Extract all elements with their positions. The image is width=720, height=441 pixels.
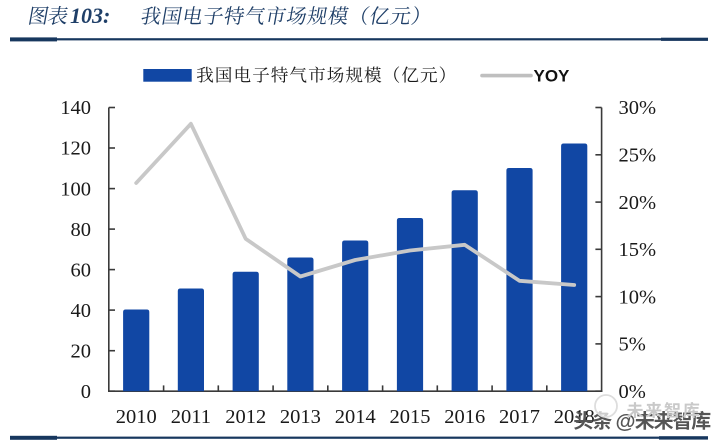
svg-text:2011: 2011 [171, 406, 211, 428]
svg-text:2012: 2012 [225, 406, 266, 428]
svg-text:60: 60 [71, 259, 92, 281]
svg-text:20%: 20% [619, 192, 657, 214]
svg-text:0: 0 [81, 381, 91, 403]
svg-text:2017: 2017 [499, 406, 540, 428]
svg-text:80: 80 [71, 219, 92, 241]
svg-text:30%: 30% [619, 97, 657, 119]
svg-text:140: 140 [60, 97, 91, 119]
svg-text:2013: 2013 [280, 406, 321, 428]
svg-text:20: 20 [71, 340, 92, 362]
svg-text:100: 100 [60, 178, 91, 200]
svg-text:0%: 0% [619, 381, 646, 403]
svg-text:2015: 2015 [390, 406, 431, 428]
svg-text:103:: 103: [70, 3, 110, 28]
svg-text:15%: 15% [619, 239, 657, 261]
svg-text:YOY: YOY [534, 67, 571, 86]
svg-text:2018: 2018 [554, 406, 595, 428]
svg-text:120: 120 [60, 138, 91, 160]
svg-text:10%: 10% [619, 286, 657, 308]
svg-text:5%: 5% [619, 334, 646, 356]
svg-text:40: 40 [71, 300, 92, 322]
svg-text:2010: 2010 [116, 406, 157, 428]
svg-text:2014: 2014 [335, 406, 376, 428]
svg-text:25%: 25% [619, 145, 657, 167]
svg-text:2016: 2016 [444, 406, 485, 428]
